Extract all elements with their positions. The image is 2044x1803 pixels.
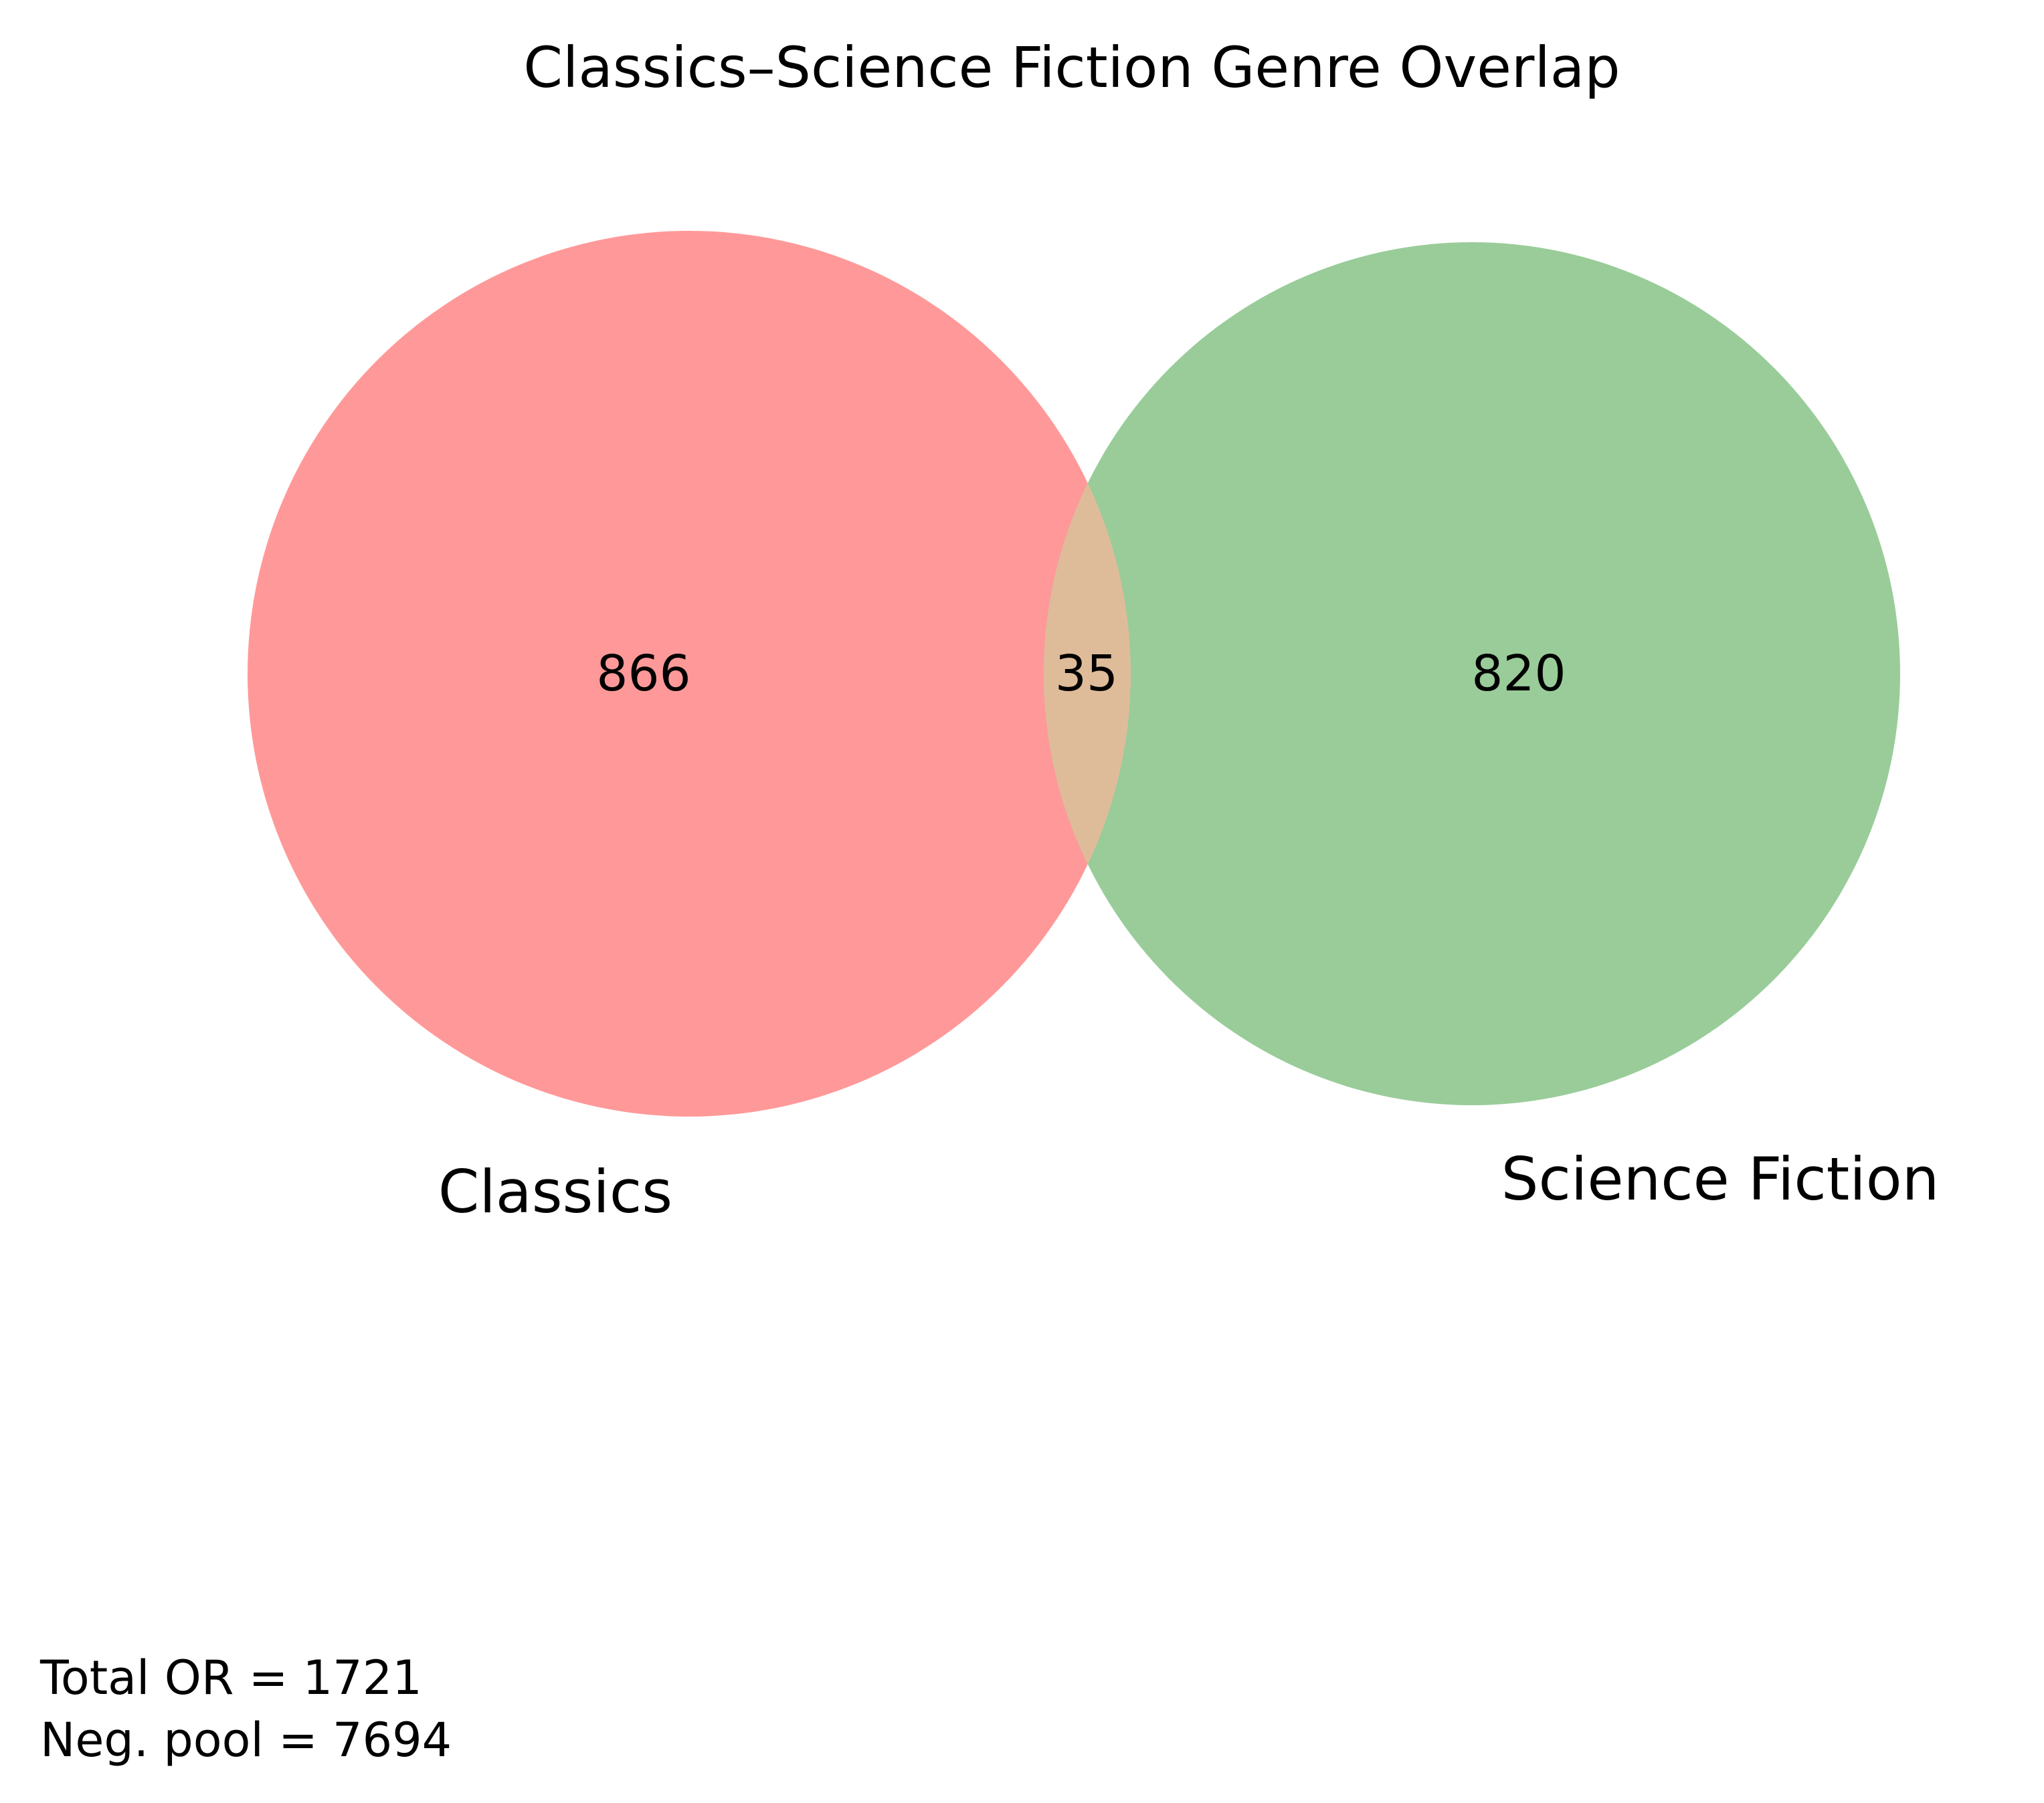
classics-label: Classics	[438, 1157, 672, 1226]
diagram-title: Classics–Science Fiction Genre Overlap	[523, 35, 1620, 100]
classics-circle	[248, 231, 1131, 1117]
classics-only-count: 866	[596, 645, 690, 702]
science-fiction-only-count: 820	[1471, 645, 1566, 702]
intersection-count: 35	[1055, 645, 1118, 702]
total-or-note: Total OR = 1721	[39, 1650, 422, 1705]
science-fiction-label: Science Fiction	[1501, 1145, 1940, 1214]
science-fiction-circle	[1044, 242, 1900, 1105]
neg-pool-note: Neg. pool = 7694	[40, 1713, 452, 1768]
